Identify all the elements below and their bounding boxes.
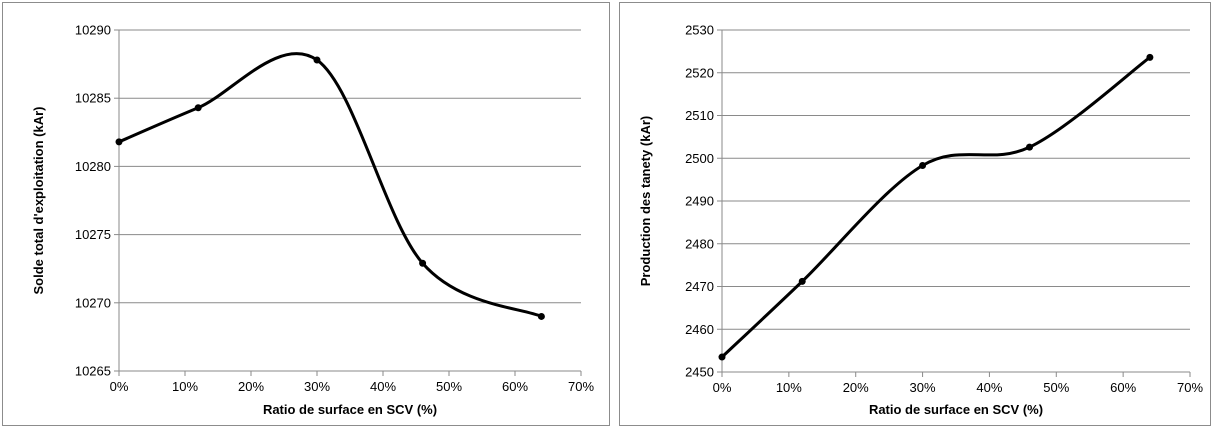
data-point [718,353,726,361]
x-tick-label: 70% [1177,380,1203,395]
data-point [1026,143,1034,151]
data-point [313,56,321,64]
y-axis-title: Production des tanety (kAr) [638,116,653,286]
x-axis-title: Ratio de surface en SCV (%) [869,402,1043,417]
x-tick-label: 0% [713,380,732,395]
y-tick-label: 10290 [75,23,111,38]
data-point [194,104,202,112]
series-line [118,52,543,318]
y-tick-label: 10265 [75,364,111,379]
chart-svg-solde: 10265 10270 10275 10280 10285 10290 0% 10% 20% 30… [31,23,594,418]
y-tick-label: 10270 [75,295,111,310]
data-point [798,277,806,285]
x-tick-label: 20% [843,380,869,395]
y-tick-label: 2450 [685,365,714,380]
chart-svg-production: 2450 2460 2470 2480 2490 2500 2510 2520 2530 0% 10… [638,23,1203,418]
x-tick-label: 50% [436,379,462,394]
x-tick-label: 10% [776,380,802,395]
data-point [919,162,927,170]
data-point [115,138,123,146]
x-tick-label: 70% [568,379,594,394]
chart-panel-right: 2450 2460 2470 2480 2490 2500 2510 2520 2530 0% 10… [619,2,1211,426]
y-tick-label: 10280 [75,159,111,174]
y-tick-label: 2480 [685,236,714,251]
y-tick-label: 2490 [685,194,714,209]
y-tick-label: 2530 [685,23,714,38]
x-tick-label: 30% [304,379,330,394]
chart-panel-left: 10265 10270 10275 10280 10285 10290 0% 10% 20% 30… [2,2,610,426]
y-tick-label: 2470 [685,279,714,294]
y-tick-label: 2460 [685,322,714,337]
y-tick-label: 10275 [75,227,111,242]
y-axis-title: Solde total d'exploitation (kAr) [31,107,46,295]
y-tick-label: 10285 [75,91,111,106]
y-tick-label: 2510 [685,108,714,123]
data-point [419,259,427,267]
x-tick-label: 10% [172,379,198,394]
x-tick-label: 0% [110,379,129,394]
x-tick-label: 60% [1110,380,1136,395]
series-line [720,56,1151,359]
data-point [1146,53,1154,61]
x-axis-title: Ratio de surface en SCV (%) [263,402,437,417]
x-tick-label: 50% [1043,380,1069,395]
x-tick-label: 20% [238,379,264,394]
x-tick-label: 30% [910,380,936,395]
x-tick-label: 40% [370,379,396,394]
y-tick-label: 2520 [685,65,714,80]
data-point [537,312,545,320]
x-tick-label: 40% [976,380,1002,395]
y-tick-label: 2500 [685,151,714,166]
x-tick-label: 60% [502,379,528,394]
